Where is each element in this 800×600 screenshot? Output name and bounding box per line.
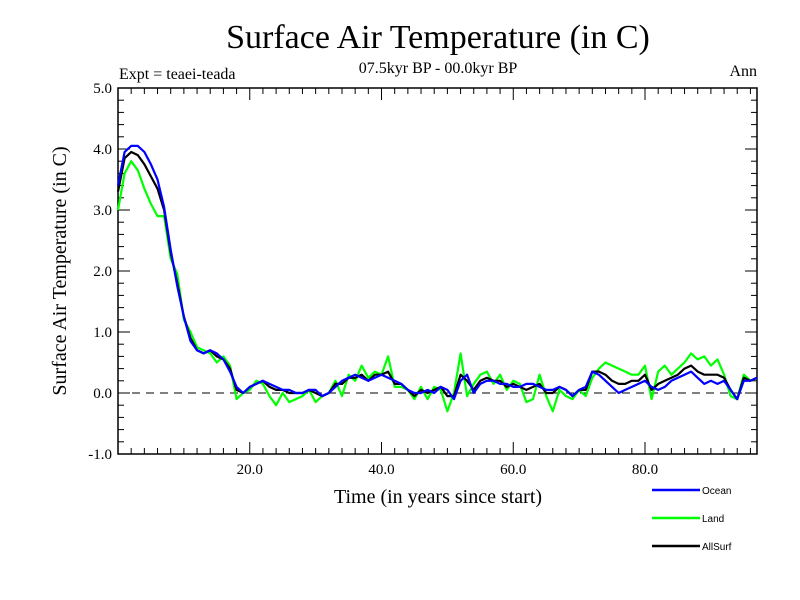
legend-label-ocean: Ocean <box>702 486 731 497</box>
series-line-land <box>116 160 758 413</box>
y-tick-label: 1.0 <box>93 325 112 341</box>
x-tick-label: 40.0 <box>368 462 394 478</box>
legend-label-land: Land <box>702 514 724 525</box>
legend: Ocean Land AllSurf <box>652 486 732 553</box>
series-line-ocean <box>116 144 758 401</box>
y-axis: -1.0 0.0 1.0 2.0 3.0 4.0 5.0 <box>88 81 757 463</box>
y-tick-label: 0.0 <box>93 386 112 402</box>
y-tick-label: -1.0 <box>88 447 112 463</box>
x-tick-label: 20.0 <box>237 462 263 478</box>
plot-frame <box>117 87 758 455</box>
legend-label-allsurf: AllSurf <box>702 542 732 553</box>
y-tick-label: 2.0 <box>93 264 112 280</box>
series-group <box>116 144 758 413</box>
y-axis-label: Surface Air Temperature (in C) <box>49 146 71 395</box>
x-tick-label: 80.0 <box>632 462 658 478</box>
x-axis-label: Time (in years since start) <box>334 486 542 508</box>
chart-subtitle: 07.5kyr BP - 00.0kyr BP <box>359 60 518 77</box>
y-tick-label: 3.0 <box>93 203 112 219</box>
x-tick-label: 60.0 <box>500 462 526 478</box>
series-line-allsurf <box>116 150 758 401</box>
chart-title: Surface Air Temperature (in C) <box>226 19 650 56</box>
experiment-label: Expt = teaei-teada <box>119 66 236 83</box>
y-tick-label: 4.0 <box>93 142 112 158</box>
y-tick-label: 5.0 <box>93 81 112 97</box>
season-label: Ann <box>729 63 757 80</box>
x-axis: 20.0 40.0 60.0 80.0 <box>130 88 751 478</box>
